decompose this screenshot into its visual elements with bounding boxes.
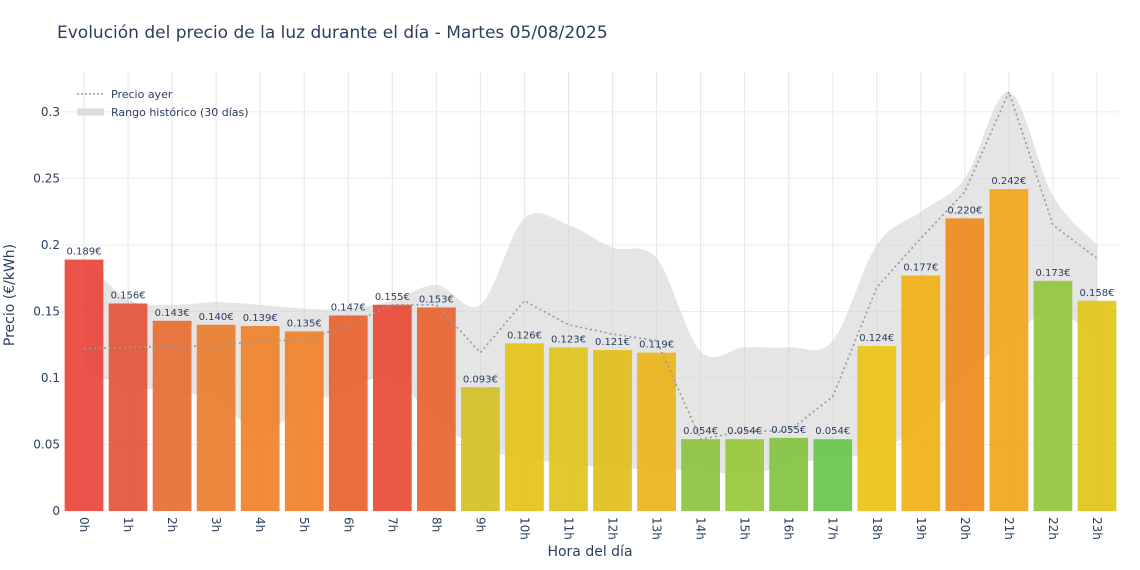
x-tick-label: 11h — [561, 517, 575, 540]
x-tick-label: 8h — [429, 517, 443, 532]
x-tick-label: 15h — [738, 517, 752, 540]
bar-value-label: 0.139€ — [243, 313, 278, 324]
x-tick-label: 3h — [209, 517, 223, 532]
bar-value-label: 0.093€ — [463, 374, 498, 385]
x-tick-label: 9h — [473, 517, 487, 532]
x-tick-label: 5h — [297, 517, 311, 532]
bar-13h[interactable] — [637, 352, 676, 511]
y-axis-title: Precio (€/kWh) — [2, 244, 18, 346]
bar-value-label: 0.158€ — [1079, 288, 1114, 299]
bar-value-label: 0.119€ — [639, 340, 674, 351]
bar-value-label: 0.177€ — [903, 263, 938, 274]
x-tick-label: 10h — [517, 517, 531, 540]
x-tick-label: 18h — [870, 517, 884, 540]
bar-value-label: 0.054€ — [683, 426, 718, 437]
bar-17h[interactable] — [813, 439, 853, 511]
bar-21h[interactable] — [989, 189, 1029, 512]
bar-20h[interactable] — [945, 218, 985, 512]
bar-value-label: 0.055€ — [771, 425, 806, 436]
x-tick-label: 17h — [826, 517, 840, 540]
historical-range-band — [84, 91, 1097, 476]
legend-range-label: Rango histórico (30 días) — [111, 106, 249, 119]
bar-3h[interactable] — [196, 324, 236, 511]
bar-23h[interactable] — [1077, 300, 1117, 511]
y-tick-label: 0.3 — [41, 105, 60, 119]
bar-16h[interactable] — [769, 437, 809, 511]
bar-value-label: 0.126€ — [507, 330, 542, 341]
bar-10h[interactable] — [505, 343, 544, 511]
bar-value-label: 0.242€ — [991, 176, 1026, 187]
x-tick-label: 2h — [165, 517, 179, 532]
legend-yesterday-label: Precio ayer — [111, 88, 173, 101]
bar-value-label: 0.155€ — [375, 292, 410, 303]
bar-value-label: 0.123€ — [551, 334, 586, 345]
bar-11h[interactable] — [549, 347, 588, 511]
x-axis-title: Hora del día — [547, 544, 632, 560]
y-tick-label: 0.05 — [33, 437, 60, 451]
y-tick-label: 0.15 — [33, 304, 60, 318]
x-tick-label: 0h — [77, 517, 91, 532]
bar-9h[interactable] — [461, 387, 500, 511]
bar-0h[interactable] — [64, 259, 104, 511]
bar-6h[interactable] — [328, 315, 368, 511]
x-tick-label: 12h — [606, 517, 620, 540]
x-tick-label: 22h — [1046, 517, 1060, 540]
bar-19h[interactable] — [901, 275, 941, 511]
bar-value-label: 0.156€ — [111, 290, 146, 301]
yesterday-price-polyline — [83, 89, 1098, 441]
bar-value-label: 0.147€ — [331, 302, 366, 313]
bar-value-label: 0.121€ — [595, 337, 630, 348]
y-tick-label: 0.1 — [41, 371, 60, 385]
y-tick-label: 0 — [52, 504, 60, 518]
data-labels: 0.189€ 0.156€ 0.143€ 0.140€ 0.139€ 0.135€ 0.14… — [67, 176, 1115, 437]
bar-value-label: 0.143€ — [155, 308, 190, 319]
y-tick-label: 0.2 — [41, 238, 60, 252]
x-tick-label: 23h — [1090, 517, 1104, 540]
axes: 0 0.05 0.1 0.15 0.2 0.25 0.3 0h 1h 2h 3h 4h 5h 6h 7h 8h… — [33, 105, 1104, 540]
bar-value-label: 0.054€ — [815, 426, 850, 437]
bar-value-label: 0.140€ — [199, 312, 234, 323]
bar-18h[interactable] — [857, 346, 897, 511]
x-tick-label: 14h — [694, 517, 708, 540]
bar-7h[interactable] — [372, 304, 412, 511]
x-tick-label: 13h — [650, 517, 664, 540]
x-tick-label: 4h — [253, 517, 267, 532]
bar-12h[interactable] — [593, 350, 632, 511]
bar-4h[interactable] — [240, 326, 280, 511]
bar-2h[interactable] — [152, 320, 192, 511]
bar-value-label: 0.189€ — [67, 247, 102, 258]
x-tick-label: 20h — [958, 517, 972, 540]
bar-22h[interactable] — [1033, 280, 1073, 511]
x-tick-label: 16h — [782, 517, 796, 540]
x-tick-label: 19h — [914, 517, 928, 540]
bar-1h[interactable] — [108, 303, 148, 511]
bar-5h[interactable] — [284, 331, 324, 511]
bar-value-label: 0.220€ — [947, 205, 982, 216]
bar-15h[interactable] — [725, 439, 765, 511]
bar-value-label: 0.054€ — [727, 426, 762, 437]
y-tick-label: 0.25 — [33, 171, 60, 185]
bar-14h[interactable] — [681, 439, 720, 511]
historical-range-area — [84, 91, 1097, 476]
x-tick-label: 21h — [1002, 517, 1016, 540]
bar-value-label: 0.173€ — [1035, 268, 1070, 279]
chart-title: Evolución del precio de la luz durante e… — [57, 23, 608, 43]
x-tick-label: 7h — [385, 517, 399, 532]
bar-value-label: 0.135€ — [287, 318, 322, 329]
bars — [64, 189, 1117, 512]
bar-8h[interactable] — [416, 307, 456, 511]
yesterday-price-line — [83, 89, 1098, 441]
x-tick-label: 1h — [121, 517, 135, 532]
bar-value-label: 0.124€ — [859, 333, 894, 344]
legend[interactable]: Precio ayer Rango histórico (30 días) — [77, 88, 249, 119]
bar-value-label: 0.153€ — [419, 294, 454, 305]
x-tick-label: 6h — [341, 517, 355, 532]
